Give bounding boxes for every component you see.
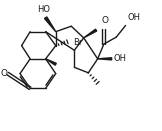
Text: O: O — [0, 69, 7, 78]
Text: OH: OH — [114, 54, 127, 62]
Polygon shape — [98, 58, 112, 60]
Text: Br: Br — [73, 38, 82, 47]
Text: O: O — [101, 16, 108, 25]
Text: OH: OH — [128, 13, 141, 22]
Polygon shape — [45, 17, 56, 32]
Polygon shape — [46, 59, 56, 65]
Text: HO: HO — [37, 5, 50, 14]
Polygon shape — [84, 29, 97, 38]
